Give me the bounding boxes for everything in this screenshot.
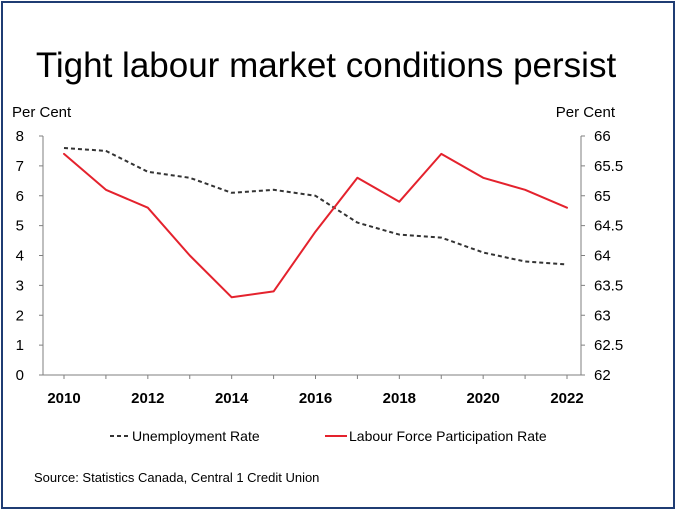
y-right-tick-label: 63 <box>594 307 611 324</box>
source-note: Source: Statistics Canada, Central 1 Cre… <box>34 470 319 485</box>
x-tick-label: 2016 <box>299 390 332 407</box>
series-layer <box>63 147 568 299</box>
y-left-axis-label: Per Cent <box>12 104 72 121</box>
x-tick-label: 2022 <box>550 390 583 407</box>
x-tick-label: 2020 <box>466 390 499 407</box>
y-right-tick-label: 65 <box>594 188 611 205</box>
y-right-tick-label: 64 <box>594 248 611 265</box>
x-tick-label: 2014 <box>215 390 249 407</box>
legend: Unemployment Rate Labour Force Participa… <box>110 428 547 444</box>
y-left-tick-label: 7 <box>16 158 24 175</box>
y-left-tick-label: 2 <box>16 307 24 324</box>
chart-title: Tight labour market conditions persist <box>36 46 617 85</box>
chart-frame <box>1 1 675 509</box>
y-left-tick-label: 0 <box>16 367 24 384</box>
y-right-tick-label: 65.5 <box>594 158 623 175</box>
legend-label-participation: Labour Force Participation Rate <box>349 428 547 444</box>
y-right-tick-label: 66 <box>594 128 611 145</box>
participation-rate-line <box>63 152 568 299</box>
y-left-tick-label: 4 <box>16 248 24 265</box>
y-right-tick-label: 62.5 <box>594 337 623 354</box>
axes: 0 1 2 3 4 5 6 7 8 62 62.5 63 63.5 64 64.5 65 65.5 66 2010 2… <box>16 128 624 407</box>
unemployment-rate-line <box>63 147 568 266</box>
legend-label-unemployment: Unemployment Rate <box>132 428 260 444</box>
y-left-tick-label: 5 <box>16 218 24 235</box>
y-left-tick-label: 3 <box>16 277 24 294</box>
x-tick-label: 2012 <box>131 390 164 407</box>
y-left-tick-label: 1 <box>16 337 24 354</box>
y-right-axis-label: Per Cent <box>556 104 616 121</box>
y-right-tick-label: 63.5 <box>594 277 623 294</box>
y-right-tick-label: 64.5 <box>594 218 623 235</box>
x-tick-label: 2018 <box>383 390 416 407</box>
y-left-tick-label: 8 <box>16 128 24 145</box>
x-tick-label: 2010 <box>47 390 80 407</box>
y-left-tick-label: 6 <box>16 188 24 205</box>
y-right-tick-label: 62 <box>594 367 611 384</box>
